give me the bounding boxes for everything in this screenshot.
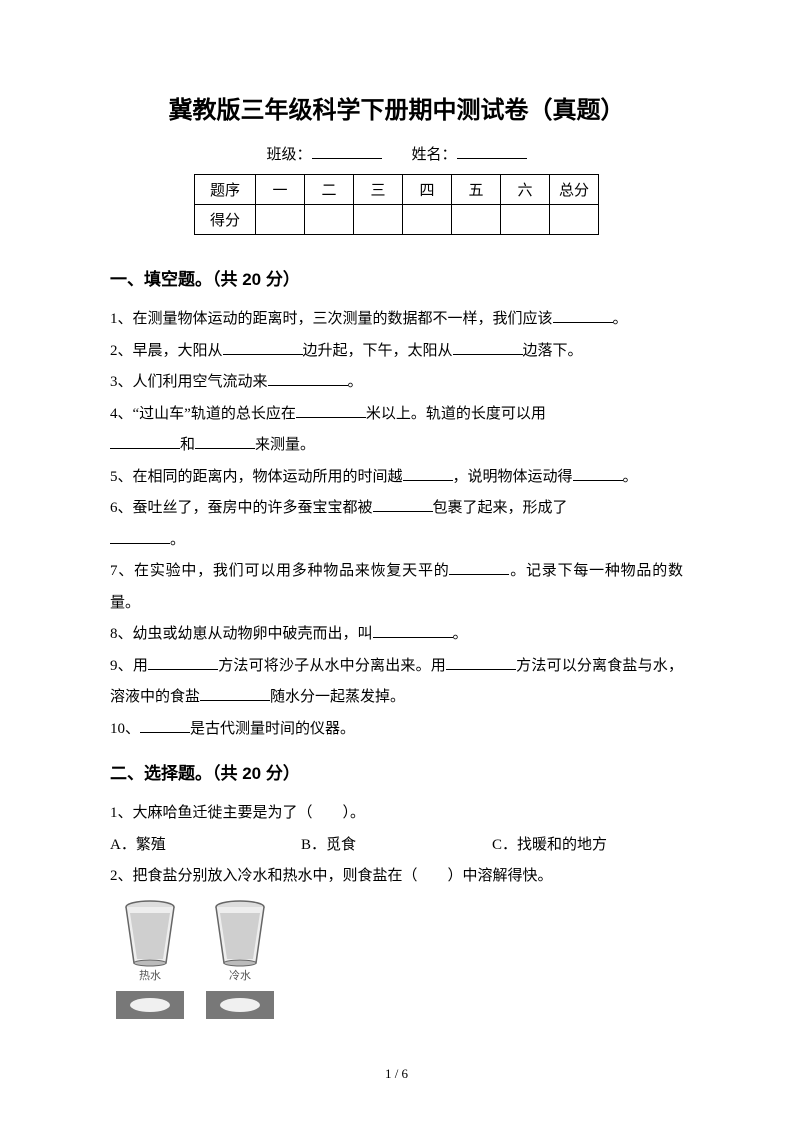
th-5: 五 (452, 175, 501, 205)
q3-b: 。 (348, 374, 363, 390)
th-total: 总分 (550, 175, 599, 205)
blank (268, 371, 348, 386)
q4-a: 4、“过山车”轨道的总长应在 (110, 406, 296, 422)
score-table: 题序 一 二 三 四 五 六 总分 得分 (194, 174, 599, 235)
blank (449, 560, 509, 575)
th-1: 一 (256, 175, 305, 205)
q9-a: 9、用 (110, 658, 148, 674)
q10: 10、 是古代测量时间的仪器。 (110, 714, 683, 746)
blank (110, 434, 180, 449)
td-blank (501, 205, 550, 235)
td-blank (550, 205, 599, 235)
blank (140, 717, 190, 732)
q9: 9、用方法可将沙子从水中分离出来。用方法可以分离食盐与水，溶液中的食盐随水分一起… (110, 651, 683, 714)
salt-pile-icon (116, 991, 184, 1019)
td-blank (403, 205, 452, 235)
th-3: 三 (354, 175, 403, 205)
table-row: 题序 一 二 三 四 五 六 总分 (195, 175, 599, 205)
s2-q1: 1、大麻哈鱼迁徙主要是为了（ ）。 (110, 798, 683, 830)
cup-icon (210, 899, 270, 969)
section2-header: 二、选择题。（共 20 分） (110, 759, 683, 784)
blank (195, 434, 255, 449)
q4-d: 来测量。 (255, 437, 315, 453)
blank (573, 465, 623, 480)
blank (148, 654, 218, 669)
td-blank (256, 205, 305, 235)
opt-a: A．繁殖 (110, 830, 301, 862)
th-4: 四 (403, 175, 452, 205)
q3: 3、人们利用空气流动来 。 (110, 367, 683, 399)
q5: 5、在相同的距离内，物体运动所用的时间越 ，说明物体运动得 。 (110, 462, 683, 494)
th-seq: 题序 (195, 175, 256, 205)
q2-c: 边落下。 (523, 343, 583, 359)
name-blank (457, 143, 527, 159)
q9-b: 方法可将沙子从水中分离出来。用 (218, 658, 446, 674)
q2-a: 2、早晨，大阳从 (110, 343, 223, 359)
blank (553, 308, 613, 323)
name-label: 姓名： (412, 147, 457, 163)
q2: 2、早晨，大阳从 边升起，下午，太阳从 边落下。 (110, 336, 683, 368)
image-row: 热水 冷水 (110, 899, 683, 1019)
cold-water-block: 冷水 (200, 899, 280, 1019)
q5-b: ，说明物体运动得 (453, 469, 573, 485)
blank (403, 465, 453, 480)
th-6: 六 (501, 175, 550, 205)
q4: 4、“过山车”轨道的总长应在 米以上。轨道的长度可以用 和 来测量。 (110, 399, 683, 462)
s2-q1-options: A．繁殖 B．觅食 C．找暖和的地方 (110, 830, 683, 862)
q2-b: 边升起，下午，太阳从 (303, 343, 453, 359)
q4-b: 米以上。轨道的长度可以用 (366, 406, 546, 422)
blank (453, 339, 523, 354)
student-info: 班级： 姓名： (110, 143, 683, 164)
q5-a: 5、在相同的距离内，物体运动所用的时间越 (110, 469, 403, 485)
cup-icon (120, 899, 180, 969)
blank (373, 623, 453, 638)
s2-q2: 2、把食盐分别放入冷水和热水中，则食盐在（ ）中溶解得快。 (110, 861, 683, 893)
section1-header: 一、填空题。（共 20 分） (110, 265, 683, 290)
q8-a: 8、幼虫或幼崽从动物卵中破壳而出，叫 (110, 626, 373, 642)
td-score-label: 得分 (195, 205, 256, 235)
q6-c: 。 (170, 532, 185, 548)
opt-b: B．觅食 (301, 830, 492, 862)
q6-a: 6、蚕吐丝了，蚕房中的许多蚕宝宝都被 (110, 500, 373, 516)
blank (446, 654, 516, 669)
q6: 6、蚕吐丝了，蚕房中的许多蚕宝宝都被 包裹了起来，形成了 。 (110, 493, 683, 556)
blank (373, 497, 433, 512)
table-row: 得分 (195, 205, 599, 235)
blank (110, 528, 170, 543)
salt-pile-icon (206, 991, 274, 1019)
th-2: 二 (305, 175, 354, 205)
opt-c: C．找暖和的地方 (492, 830, 683, 862)
q10-a: 10、 (110, 721, 140, 737)
q7: 7、在实验中，我们可以用多种物品来恢复天平的。记录下每一种物品的数量。 (110, 556, 683, 619)
page: 冀教版三年级科学下册期中测试卷（真题） 班级： 姓名： 题序 一 二 三 四 五… (0, 0, 793, 1122)
td-blank (354, 205, 403, 235)
cold-label: 冷水 (229, 967, 251, 983)
td-blank (452, 205, 501, 235)
q6-b: 包裹了起来，形成了 (433, 500, 568, 516)
blank (296, 402, 366, 417)
q4-c: 和 (180, 437, 195, 453)
page-title: 冀教版三年级科学下册期中测试卷（真题） (110, 90, 683, 125)
q1-end: 。 (613, 311, 628, 327)
q9-d: 随水分一起蒸发掉。 (270, 689, 405, 705)
blank (200, 686, 270, 701)
q5-c: 。 (623, 469, 638, 485)
td-blank (305, 205, 354, 235)
q7-a: 7、在实验中，我们可以用多种物品来恢复天平的 (110, 563, 449, 579)
hot-water-block: 热水 (110, 899, 190, 1019)
page-footer: 1 / 6 (0, 1066, 793, 1082)
class-blank (312, 143, 382, 159)
q1: 1、在测量物体运动的距离时，三次测量的数据都不一样，我们应该 。 (110, 304, 683, 336)
blank (223, 339, 303, 354)
q8-b: 。 (453, 626, 468, 642)
q10-b: 是古代测量时间的仪器。 (190, 721, 355, 737)
q1-text: 1、在测量物体运动的距离时，三次测量的数据都不一样，我们应该 (110, 311, 553, 327)
q8: 8、幼虫或幼崽从动物卵中破壳而出，叫 。 (110, 619, 683, 651)
class-label: 班级： (266, 147, 311, 163)
q3-a: 3、人们利用空气流动来 (110, 374, 268, 390)
hot-label: 热水 (139, 967, 161, 983)
